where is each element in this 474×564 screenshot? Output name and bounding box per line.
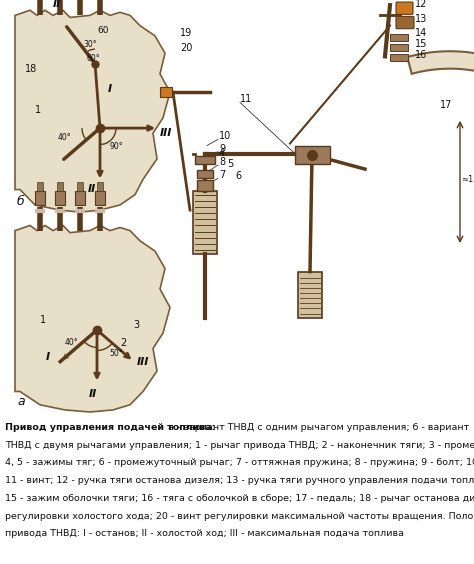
FancyBboxPatch shape bbox=[75, 191, 85, 205]
Text: 40°: 40° bbox=[65, 338, 79, 347]
FancyBboxPatch shape bbox=[396, 16, 414, 29]
Text: II: II bbox=[89, 389, 97, 399]
Text: а - вариант ТНВД с одним рычагом управления; б - вариант: а - вариант ТНВД с одним рычагом управле… bbox=[165, 423, 469, 432]
FancyBboxPatch shape bbox=[197, 170, 213, 178]
Text: б: б bbox=[17, 195, 25, 208]
Text: 50°: 50° bbox=[109, 349, 123, 358]
Text: III: III bbox=[160, 128, 173, 138]
Text: I: I bbox=[46, 351, 50, 362]
Text: I: I bbox=[108, 84, 112, 94]
Text: 12: 12 bbox=[415, 0, 428, 9]
Text: 9: 9 bbox=[219, 144, 225, 153]
Text: 60°: 60° bbox=[87, 55, 100, 64]
FancyBboxPatch shape bbox=[390, 54, 408, 61]
FancyBboxPatch shape bbox=[77, 182, 83, 191]
Text: II: II bbox=[88, 184, 96, 193]
FancyBboxPatch shape bbox=[160, 87, 172, 98]
Text: 19: 19 bbox=[180, 28, 192, 38]
Text: 8: 8 bbox=[219, 157, 225, 167]
Text: 10: 10 bbox=[219, 131, 231, 142]
Text: 90°: 90° bbox=[110, 142, 124, 151]
Text: 30°: 30° bbox=[83, 40, 97, 49]
Text: 1: 1 bbox=[40, 315, 46, 325]
FancyBboxPatch shape bbox=[195, 156, 215, 164]
Text: 2: 2 bbox=[120, 338, 126, 349]
Text: 16: 16 bbox=[415, 50, 427, 60]
FancyBboxPatch shape bbox=[57, 182, 63, 191]
Text: 15 - зажим оболочки тяги; 16 - тяга с оболочкой в сборе; 17 - педаль; 18 - рычаг: 15 - зажим оболочки тяги; 16 - тяга с об… bbox=[5, 494, 474, 503]
Polygon shape bbox=[15, 10, 170, 212]
FancyBboxPatch shape bbox=[97, 182, 103, 191]
Text: а: а bbox=[17, 395, 25, 408]
Text: привода ТНВД: I - останов; II - холостой ход; III - максимальная подача топлива: привода ТНВД: I - останов; II - холостой… bbox=[5, 529, 404, 538]
Text: 6: 6 bbox=[235, 171, 241, 182]
Text: 14: 14 bbox=[415, 28, 427, 38]
Text: регулировки холостого хода; 20 - винт регулировки максимальной частоты вращения.: регулировки холостого хода; 20 - винт ре… bbox=[5, 512, 474, 521]
Text: 20: 20 bbox=[180, 43, 192, 53]
FancyBboxPatch shape bbox=[298, 272, 322, 318]
Text: II: II bbox=[53, 0, 61, 9]
Text: Привод управления подачей топлива:: Привод управления подачей топлива: bbox=[5, 423, 215, 432]
Text: 15: 15 bbox=[415, 39, 428, 49]
FancyBboxPatch shape bbox=[390, 44, 408, 51]
Text: 17: 17 bbox=[440, 100, 452, 109]
FancyBboxPatch shape bbox=[55, 191, 65, 205]
Polygon shape bbox=[15, 226, 170, 412]
Text: 60: 60 bbox=[97, 26, 109, 35]
FancyBboxPatch shape bbox=[390, 34, 408, 41]
FancyBboxPatch shape bbox=[197, 180, 213, 191]
FancyBboxPatch shape bbox=[35, 191, 45, 205]
Text: 4: 4 bbox=[219, 148, 225, 158]
FancyBboxPatch shape bbox=[295, 146, 330, 164]
Text: 7: 7 bbox=[219, 170, 225, 180]
Text: ТНВД с двумя рычагами управления; 1 - рычаг привода ТНВД; 2 - наконечник тяги; 3: ТНВД с двумя рычагами управления; 1 - ры… bbox=[5, 440, 474, 450]
Text: III: III bbox=[137, 356, 149, 367]
Text: 4, 5 - зажимы тяг; 6 - промежуточный рычаг; 7 - оттяжная пружина; 8 - пружина; 9: 4, 5 - зажимы тяг; 6 - промежуточный рыч… bbox=[5, 459, 474, 468]
FancyBboxPatch shape bbox=[193, 191, 217, 254]
Text: 5: 5 bbox=[227, 159, 233, 169]
Text: 1: 1 bbox=[35, 105, 41, 114]
FancyBboxPatch shape bbox=[95, 191, 105, 205]
Text: 18: 18 bbox=[25, 64, 37, 74]
Text: 11 - винт; 12 - ручка тяги останова дизеля; 13 - ручка тяги ручного управления п: 11 - винт; 12 - ручка тяги останова дизе… bbox=[5, 476, 474, 485]
FancyBboxPatch shape bbox=[37, 182, 43, 191]
Text: ≈124: ≈124 bbox=[461, 175, 474, 184]
Polygon shape bbox=[407, 51, 474, 181]
Text: 11: 11 bbox=[240, 95, 252, 104]
Text: 13: 13 bbox=[415, 14, 427, 24]
Text: 3: 3 bbox=[133, 320, 139, 330]
FancyBboxPatch shape bbox=[396, 2, 413, 14]
Text: 40°: 40° bbox=[58, 134, 72, 142]
